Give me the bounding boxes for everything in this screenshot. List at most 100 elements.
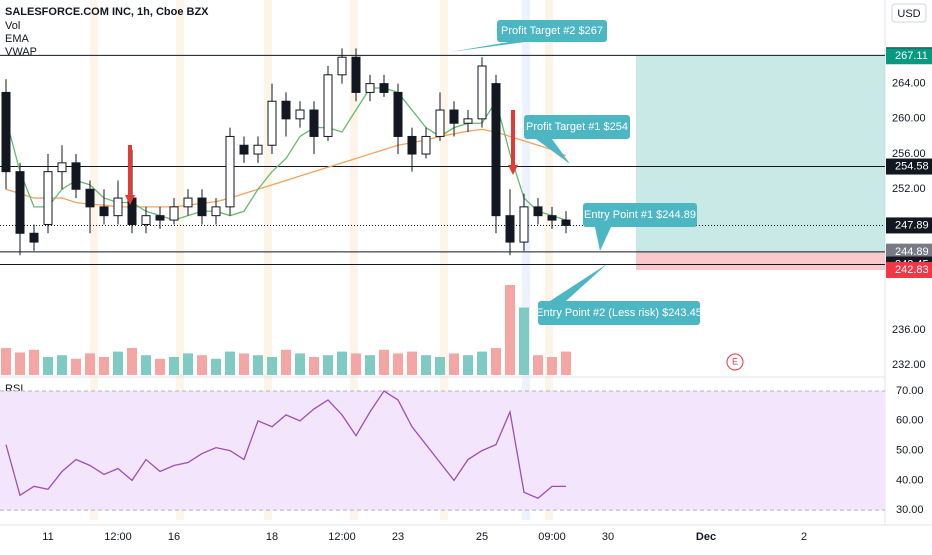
candle-body <box>29 232 39 243</box>
volume-bar <box>435 357 445 375</box>
candle-body <box>505 215 515 243</box>
volume-bar <box>379 349 389 375</box>
price-label: 244.89 <box>895 246 929 258</box>
volume-bar <box>491 348 501 375</box>
volume-bar <box>211 358 221 375</box>
volume-bar <box>561 351 571 375</box>
volume-bar <box>407 351 417 375</box>
ema-line <box>5 87 567 221</box>
candle-body <box>421 135 431 155</box>
rsi-tick-label: 50.00 <box>896 445 924 457</box>
candle-body <box>267 100 277 146</box>
volume-bar <box>197 355 207 375</box>
candle-body <box>281 100 291 120</box>
indicator-label: EMA <box>5 33 30 45</box>
candle-body <box>1 91 11 173</box>
x-tick-label: 11 <box>42 531 53 543</box>
candle-body <box>463 118 473 124</box>
callout-pointer <box>595 227 611 251</box>
x-tick-label: 18 <box>266 531 278 543</box>
y-tick-label: 256.00 <box>892 148 926 160</box>
candle-body <box>435 109 445 137</box>
volume-bar <box>309 357 319 375</box>
currency[interactable]: USD <box>897 8 920 20</box>
candle-body <box>533 206 543 217</box>
volume-bar <box>281 349 291 375</box>
candle-body <box>547 215 557 221</box>
candle-body <box>337 56 347 76</box>
volume-bar <box>365 355 375 375</box>
volume-bar <box>337 351 347 375</box>
arrow <box>125 145 135 205</box>
volume-bar <box>519 307 529 375</box>
candle-body <box>351 56 361 93</box>
candle-body <box>211 206 221 217</box>
candle-body <box>379 83 389 93</box>
stop-zone <box>636 251 885 270</box>
price-label-bg <box>886 243 932 260</box>
price-label-bg <box>886 261 932 278</box>
candle-body <box>43 171 53 225</box>
volume-bar <box>155 358 165 375</box>
candle-body <box>169 206 179 221</box>
candle-body <box>253 144 263 155</box>
candle-body <box>113 197 123 217</box>
callout-text: Profit Target #1 $254 <box>526 121 628 133</box>
candle-body <box>393 91 403 137</box>
candle-body <box>519 206 529 243</box>
event-icon[interactable] <box>726 353 744 371</box>
candle-body <box>57 162 67 173</box>
volume-bar <box>239 353 249 375</box>
event-marker[interactable]: E <box>732 356 738 366</box>
volume-bar <box>421 355 431 375</box>
x-tick-label: 23 <box>392 531 404 543</box>
candle-body <box>449 109 459 124</box>
candle-body <box>365 83 375 93</box>
y-tick-label: 260.00 <box>892 113 926 125</box>
candle-body <box>477 65 487 120</box>
y-tick-label: 264.00 <box>892 78 926 90</box>
rsi-tick-label: 70.00 <box>896 385 924 397</box>
volume-bar <box>295 353 305 375</box>
candle-body <box>71 162 81 190</box>
indicator-label: Vol <box>5 20 20 32</box>
band <box>440 0 448 520</box>
price-label: 254.58 <box>895 160 929 172</box>
volume-bar <box>351 353 361 375</box>
band <box>350 0 358 520</box>
volume-bar <box>15 352 25 375</box>
arrow <box>508 110 518 175</box>
callout-box <box>583 203 697 227</box>
volume-bar <box>71 358 81 375</box>
currency-button[interactable] <box>891 3 927 23</box>
candle-body <box>491 83 501 217</box>
volume-bar <box>57 355 67 375</box>
volume-bar <box>393 353 403 375</box>
x-tick-label: 16 <box>168 531 180 543</box>
candle-body <box>407 135 417 155</box>
x-tick-label: 09:00 <box>538 531 566 543</box>
y-tick-label: 232.00 <box>892 359 926 371</box>
callout-box <box>497 20 607 42</box>
session-bands <box>90 0 553 520</box>
callout-pointer <box>450 42 525 52</box>
volume-bar <box>141 355 151 375</box>
rsi-tick-label: 30.00 <box>896 504 924 516</box>
volume-bar <box>169 357 179 375</box>
candle-body <box>323 74 333 137</box>
volume-bar <box>1 348 11 375</box>
volume-bar <box>29 349 39 375</box>
volume-bar <box>225 351 235 375</box>
volume-bar <box>477 351 487 375</box>
rsi-band <box>0 391 885 511</box>
callout-pointer <box>550 264 607 301</box>
indicator-label: VWAP <box>5 46 37 58</box>
candle-body <box>225 135 235 208</box>
x-tick-label: 30 <box>602 531 614 543</box>
band <box>522 0 530 520</box>
chart-title: SALESFORCE.COM INC, 1h, Cboe BZX <box>5 6 209 18</box>
price-label: 247.89 <box>895 219 929 231</box>
volume-bar <box>253 355 263 375</box>
candle-body <box>197 197 207 217</box>
